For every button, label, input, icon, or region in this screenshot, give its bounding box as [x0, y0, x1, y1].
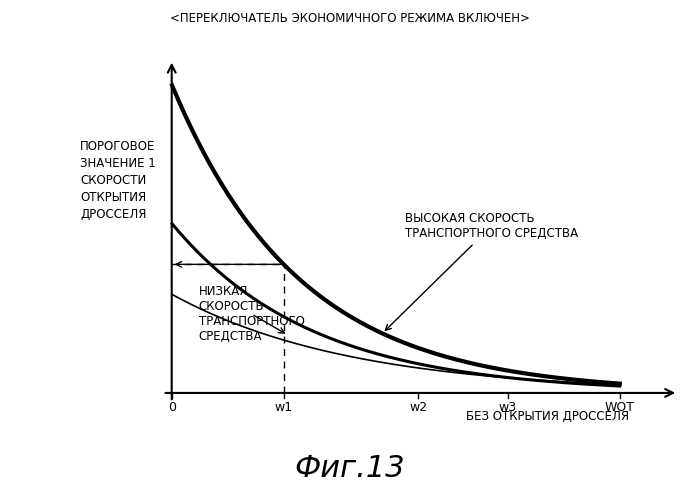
Text: НИЗКАЯ
СКОРОСТЬ
ТРАНСПОРТНОГО
СРЕДСТВА: НИЗКАЯ СКОРОСТЬ ТРАНСПОРТНОГО СРЕДСТВА: [199, 285, 305, 343]
Text: ВЫСОКАЯ СКОРОСТЬ
ТРАНСПОРТНОГО СРЕДСТВА: ВЫСОКАЯ СКОРОСТЬ ТРАНСПОРТНОГО СРЕДСТВА: [385, 212, 578, 330]
Text: WOT: WOT: [605, 401, 635, 414]
Text: w1: w1: [275, 401, 293, 414]
Text: w3: w3: [498, 401, 517, 414]
Text: w2: w2: [409, 401, 427, 414]
Text: ПОРОГОВОЕ
ЗНАЧЕНИЕ 1
СКОРОСТИ
ОТКРЫТИЯ
ДРОССЕЛЯ: ПОРОГОВОЕ ЗНАЧЕНИЕ 1 СКОРОСТИ ОТКРЫТИЯ Д…: [80, 140, 156, 221]
Text: 0: 0: [168, 401, 175, 414]
Text: Фиг.13: Фиг.13: [294, 454, 405, 483]
Text: <ПЕРЕКЛЮЧАТЕЛЬ ЭКОНОМИЧНОГО РЕЖИМА ВКЛЮЧЕН>: <ПЕРЕКЛЮЧАТЕЛЬ ЭКОНОМИЧНОГО РЕЖИМА ВКЛЮЧ…: [170, 12, 529, 25]
Text: БЕЗ ОТКРЫТИЯ ДРОССЕЛЯ: БЕЗ ОТКРЫТИЯ ДРОССЕЛЯ: [466, 410, 628, 423]
